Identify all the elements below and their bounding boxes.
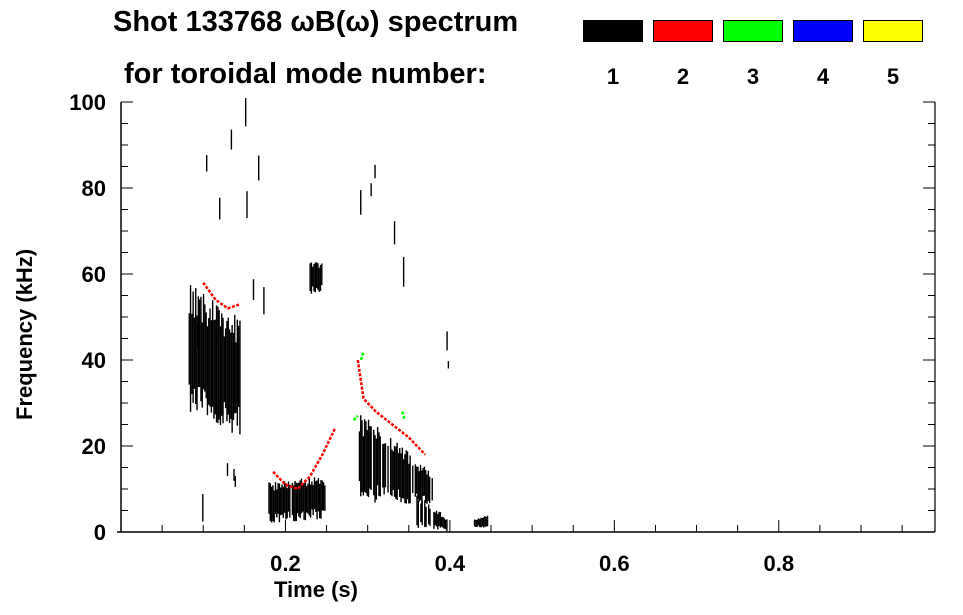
y-tick-label: 20 <box>82 434 106 459</box>
x-tick-label: 0.6 <box>599 551 630 576</box>
y-tick-label: 100 <box>69 90 106 115</box>
legend-swatch-mode-3 <box>723 20 783 42</box>
spectral-blob <box>446 331 450 369</box>
spectral-blob <box>360 164 405 287</box>
mode-3-line <box>352 415 359 422</box>
mode-3-line <box>400 411 406 421</box>
x-tick-label: 0.2 <box>270 551 301 576</box>
spectral-blob <box>196 98 265 522</box>
mode-2-line <box>202 281 241 310</box>
x-axis-label: Time (s) <box>274 577 358 602</box>
legend-swatch-mode-1 <box>583 20 643 42</box>
spectral-blob <box>358 415 433 505</box>
legend-swatch-mode-2 <box>653 20 713 42</box>
x-tick-label: 0.8 <box>763 551 794 576</box>
legend-swatch-mode-5 <box>863 20 923 42</box>
legend-swatch-mode-4 <box>793 20 853 42</box>
spectral-blob <box>416 495 448 532</box>
spectral-blob <box>309 262 323 294</box>
x-tick-label: 0.4 <box>435 551 466 576</box>
mode-3-line <box>359 351 365 361</box>
spectral-blob <box>188 285 241 435</box>
y-tick-label: 60 <box>82 262 106 287</box>
chart-title: Shot 133768 ωB(ω) spectrum <box>113 6 519 38</box>
y-tick-label: 0 <box>94 520 106 545</box>
chart-subtitle: for toroidal mode number: <box>124 58 487 90</box>
y-axis-label: Frequency (kHz) <box>12 249 37 420</box>
y-tick-label: 80 <box>82 176 106 201</box>
legend-label-mode-4: 4 <box>816 64 830 89</box>
legend-label-mode-3: 3 <box>746 64 760 89</box>
legend-label-mode-2: 2 <box>676 64 690 89</box>
mode-2-line <box>272 428 336 491</box>
mode-2-line <box>356 359 427 456</box>
spectral-blob <box>268 477 326 523</box>
y-tick-label: 40 <box>82 348 106 373</box>
legend-label-mode-1: 1 <box>606 64 620 89</box>
legend-label-mode-5: 5 <box>886 64 900 89</box>
spectral-blob <box>473 515 489 528</box>
